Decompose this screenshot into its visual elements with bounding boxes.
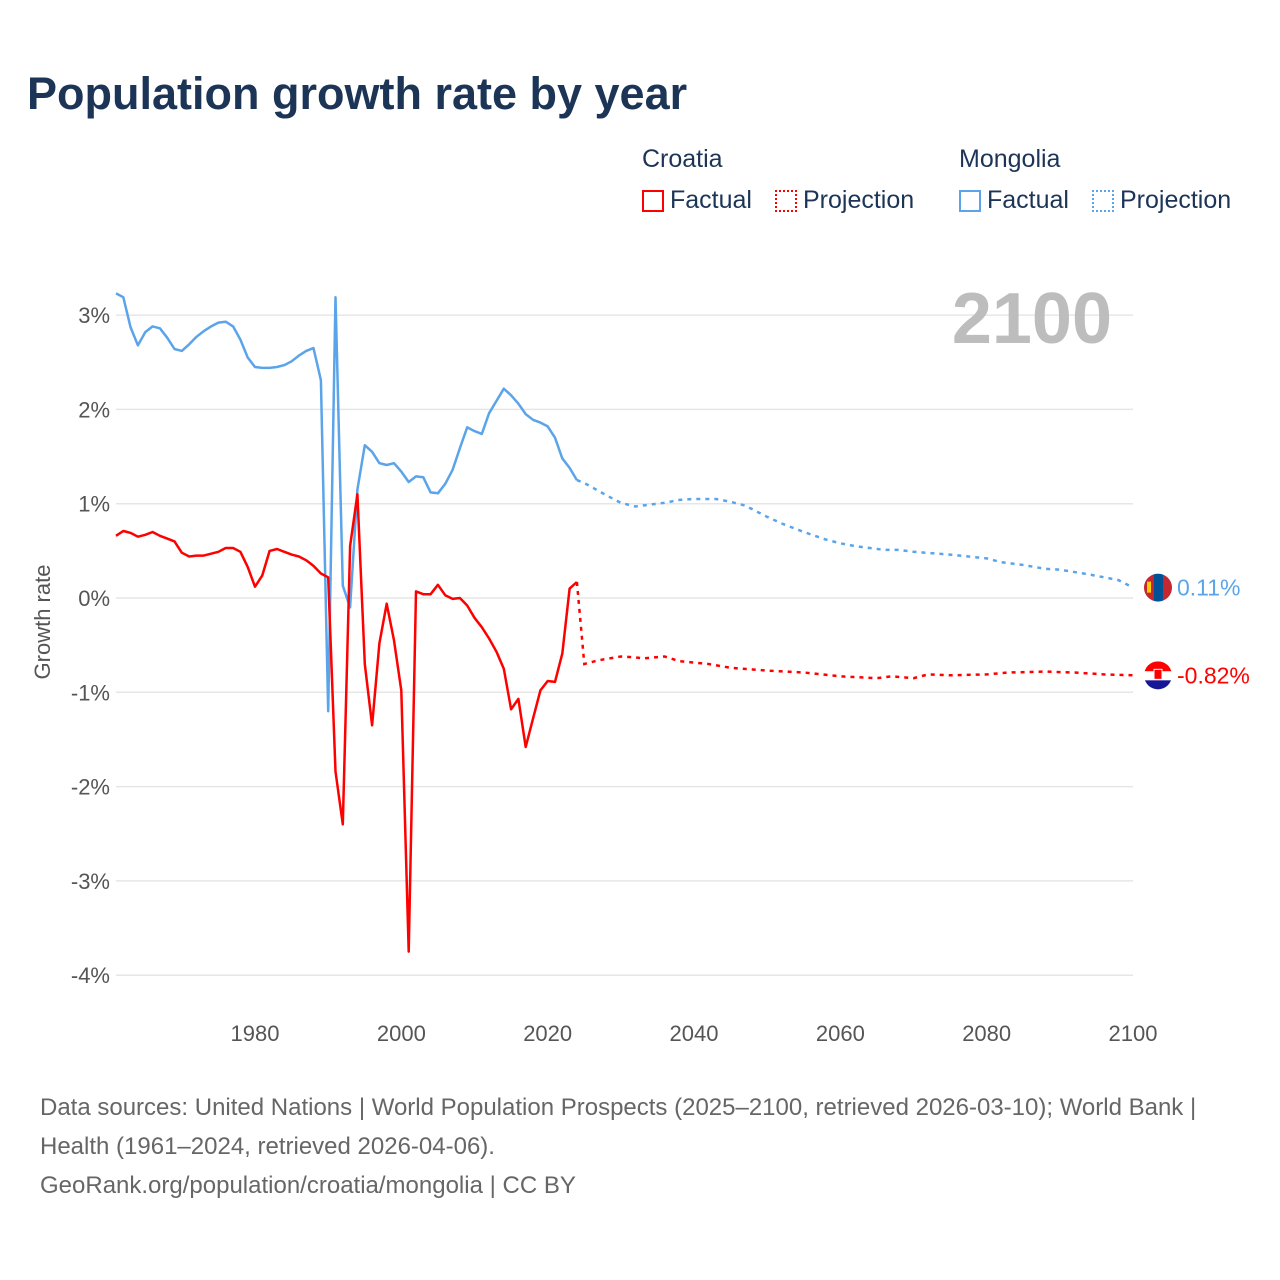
legend-group-croatia: Croatia (642, 145, 723, 173)
flag-body (1144, 573, 1172, 602)
legend-label: Projection (1120, 186, 1232, 214)
flag-stripe (1163, 573, 1172, 602)
legend-label: Projection (803, 186, 915, 214)
y-tick-label: 3% (78, 303, 110, 328)
flag-shield (1153, 668, 1163, 680)
croatia-end-label: -0.82% (1177, 662, 1250, 688)
mongolia-projection-line (576, 478, 1134, 589)
croatia-factual-line (115, 493, 578, 953)
mongolia-flag-icon (1144, 573, 1172, 602)
solid-swatch-icon (642, 189, 664, 212)
y-tick-label: 0% (78, 586, 110, 611)
x-tick-label: 1980 (231, 1021, 280, 1046)
flag-stripe (1154, 573, 1163, 602)
solid-swatch-icon (959, 189, 981, 212)
x-tick-label: 2080 (962, 1021, 1011, 1046)
legend-croatia-factual[interactable]: Factual (642, 186, 752, 215)
y-tick-label: -3% (71, 869, 110, 894)
flag-stripe (1144, 661, 1172, 672)
chart-title: Population growth rate by year (27, 68, 688, 119)
data-sources: Data sources: United Nations | World Pop… (40, 1094, 1197, 1160)
legend-label: Factual (670, 186, 752, 214)
x-tick-label: 2020 (523, 1021, 572, 1046)
y-tick-label: 2% (78, 397, 110, 422)
mongolia-end-label: 0.11% (1177, 575, 1241, 601)
flag-body (1144, 661, 1172, 690)
croatia-flag-icon (1144, 661, 1172, 690)
mongolia-factual-line (115, 292, 578, 713)
flag-stripe (1144, 680, 1172, 690)
footer: Data sources: United Nations | World Pop… (40, 1088, 1240, 1205)
croatia-projection-line (575, 581, 1134, 680)
legend-croatia-projection[interactable]: Projection (775, 186, 914, 215)
y-tick-label: -1% (71, 680, 110, 705)
x-tick-label: 2040 (670, 1021, 719, 1046)
dotted-swatch-icon (775, 189, 797, 212)
year-label: 2100 (952, 279, 1112, 359)
x-tick-label: 2060 (816, 1021, 865, 1046)
y-tick-label: -2% (71, 775, 110, 800)
legend-group-mongolia: Mongolia (959, 145, 1061, 173)
legend-mongolia-factual[interactable]: Factual (959, 186, 1069, 215)
source-link[interactable]: GeoRank.org/population/croatia/mongolia … (40, 1172, 576, 1199)
x-tick-label: 2000 (377, 1021, 426, 1046)
legend-mongolia-projection[interactable]: Projection (1092, 186, 1231, 215)
x-tick-label: 2100 (1109, 1021, 1158, 1046)
legend-label: Factual (987, 186, 1069, 214)
flag-soyombo (1147, 581, 1151, 593)
y-axis-label: Growth rate (30, 565, 55, 680)
dotted-swatch-icon (1092, 189, 1114, 212)
y-tick-label: -4% (71, 963, 110, 988)
y-tick-label: 1% (78, 492, 110, 517)
